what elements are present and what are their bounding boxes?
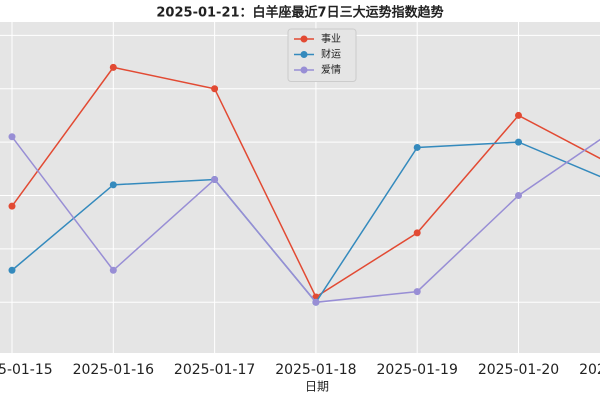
data-point [515, 111, 522, 119]
data-point [109, 63, 117, 71]
legend-label: 财运 [321, 48, 341, 61]
data-point [312, 298, 320, 306]
x-tick-label: 2025-01-20 [478, 362, 559, 378]
data-point [413, 288, 421, 296]
legend-marker [300, 35, 308, 43]
data-point [8, 202, 16, 210]
x-axis-label: 日期 [305, 380, 329, 394]
x-tick-label: 2025-01-17 [174, 362, 255, 378]
data-point [211, 175, 219, 183]
data-point [515, 138, 522, 146]
legend-label: 事业 [321, 32, 341, 45]
legend-marker [300, 51, 308, 58]
data-point [413, 143, 421, 151]
data-point [109, 266, 117, 274]
data-point [211, 85, 219, 93]
x-tick-label: 2025-01-15 [0, 362, 53, 378]
data-point [109, 181, 117, 189]
data-point [413, 229, 421, 237]
chart-title: 2025-01-21：白羊座最近7日三大运势指数趋势 [156, 5, 443, 21]
x-tick-label: 2025-01-18 [275, 362, 356, 378]
x-tick-label: 2025-01-16 [73, 362, 154, 378]
legend-label: 爱情 [321, 63, 341, 76]
data-point [515, 192, 522, 200]
data-point [8, 133, 16, 141]
legend-marker [300, 66, 308, 74]
data-point [8, 266, 16, 274]
x-tick-label: 2025-01-21 [579, 362, 600, 378]
x-tick-label: 2025-01-19 [377, 362, 458, 378]
